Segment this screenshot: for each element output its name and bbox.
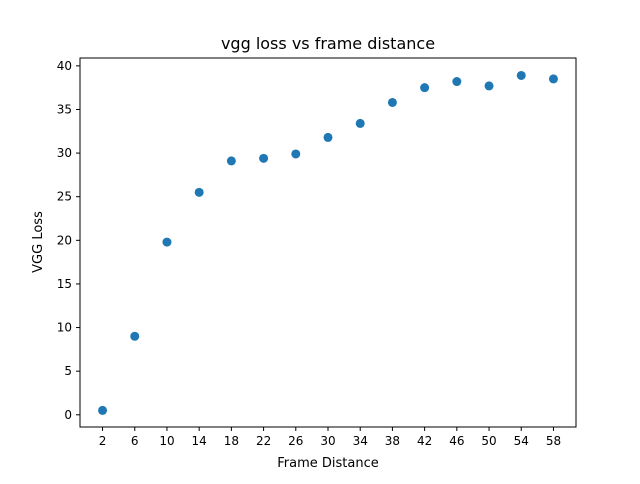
data-points: [98, 70, 558, 415]
x-tick-label: 34: [353, 434, 368, 448]
y-tick-label: 5: [64, 364, 72, 378]
y-tick-label: 30: [57, 146, 72, 160]
x-tick-label: 14: [192, 434, 207, 448]
y-tick-label: 40: [57, 59, 72, 73]
y-tick-label: 0: [64, 408, 72, 422]
x-tick-label: 22: [256, 434, 271, 448]
y-axis-ticks: 0 5 10 15 20 25 30 35 40: [57, 59, 80, 422]
y-axis-label: VGG Loss: [31, 211, 46, 273]
x-tick-label: 18: [224, 434, 239, 448]
data-point: [452, 77, 462, 87]
data-point: [387, 97, 397, 107]
data-point: [484, 81, 494, 91]
y-tick-label: 25: [57, 190, 72, 204]
y-tick-label: 10: [57, 321, 72, 335]
x-tick-label: 10: [159, 434, 174, 448]
x-tick-label: 38: [385, 434, 400, 448]
x-axis-ticks: 2 6 10 14 18 22 26 30 34 38 42 46 50 54 58: [99, 427, 561, 448]
y-tick-label: 20: [57, 233, 72, 247]
data-point: [98, 405, 108, 415]
x-tick-label: 54: [514, 434, 529, 448]
data-point: [226, 156, 236, 166]
data-point: [291, 149, 301, 159]
data-point: [355, 118, 365, 128]
data-point: [162, 237, 172, 247]
x-tick-label: 30: [320, 434, 335, 448]
data-point: [516, 70, 526, 80]
x-tick-label: 46: [449, 434, 464, 448]
y-tick-label: 15: [57, 277, 72, 291]
x-tick-label: 2: [99, 434, 107, 448]
chart-title: vgg loss vs frame distance: [221, 34, 435, 53]
x-tick-label: 50: [481, 434, 496, 448]
data-point: [548, 74, 558, 84]
y-tick-label: 35: [57, 102, 72, 116]
data-point: [130, 331, 140, 341]
data-point: [323, 132, 333, 142]
data-point: [194, 187, 204, 197]
data-point: [259, 153, 269, 163]
x-tick-label: 58: [546, 434, 561, 448]
x-tick-label: 26: [288, 434, 303, 448]
x-tick-label: 6: [131, 434, 139, 448]
x-axis-label: Frame Distance: [277, 456, 378, 471]
data-point: [420, 83, 430, 93]
x-tick-label: 42: [417, 434, 432, 448]
plot-area-frame: [79, 57, 577, 428]
